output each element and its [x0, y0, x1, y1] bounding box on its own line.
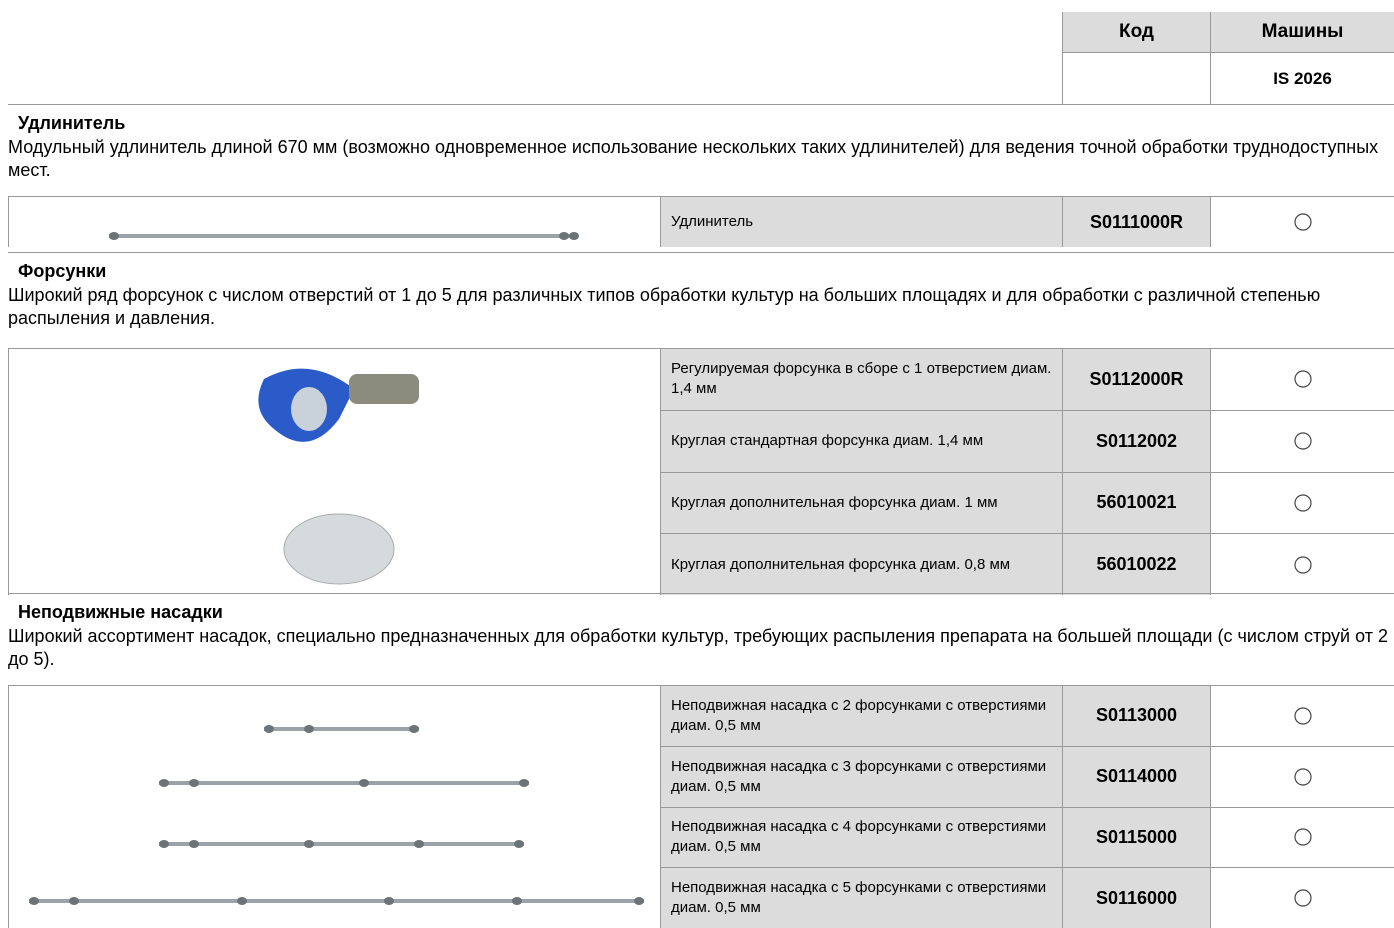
item-code: S0112000R — [1062, 348, 1210, 410]
availability-circle — [1293, 494, 1312, 512]
section-title: Удлинитель — [18, 113, 126, 133]
item-code: S0114000 — [1062, 745, 1210, 807]
image-cell — [8, 348, 660, 595]
header-machine: IS 2026 — [1210, 52, 1394, 104]
availability — [1210, 867, 1394, 928]
item-name: Неподвижная насадка с 4 форсунками с отв… — [660, 806, 1062, 868]
image-cell — [8, 685, 660, 928]
product-image — [109, 231, 579, 240]
section-top-border — [8, 593, 1394, 594]
section-title: Неподвижные насадки — [18, 602, 223, 622]
availability — [1210, 806, 1394, 868]
section-title: Форсунки — [18, 261, 107, 281]
item-code: S0116000 — [1062, 867, 1210, 928]
section-description: Широкий ассортимент насадок, специально … — [8, 626, 1388, 669]
item-code: S0111000R — [1062, 196, 1210, 247]
availability — [1210, 685, 1394, 746]
item-name: Регулируемая форсунка в сборе с 1 отверс… — [660, 348, 1062, 410]
section-top-border — [8, 252, 1394, 253]
item-code: S0115000 — [1062, 806, 1210, 868]
section-description: Широкий ряд форсунок с числом отверстий … — [8, 285, 1321, 328]
availability-circle — [1293, 889, 1312, 907]
section-description: Модульный удлинитель длиной 670 мм (возм… — [8, 137, 1379, 180]
availability-circle — [1293, 432, 1312, 450]
availability — [1210, 533, 1394, 595]
product-image — [258, 368, 419, 584]
availability-circle — [1293, 556, 1312, 574]
header-code: Код — [1062, 12, 1210, 52]
item-name: Круглая дополнительная форсунка диам. 1 … — [660, 471, 1062, 534]
header-empty — [1062, 52, 1210, 104]
item-code: S0113000 — [1062, 685, 1210, 746]
section-top-border — [8, 104, 1394, 105]
availability — [1210, 471, 1394, 534]
item-name: Неподвижная насадка с 3 форсунками с отв… — [660, 745, 1062, 807]
availability-circle — [1293, 828, 1312, 846]
item-name: Удлинитель — [660, 196, 1062, 247]
item-name: Неподвижная насадка с 2 форсунками с отв… — [660, 685, 1062, 746]
header-machines: Машины — [1210, 12, 1394, 52]
availability — [1210, 196, 1394, 247]
availability — [1210, 409, 1394, 472]
image-cell — [8, 196, 660, 247]
availability-circle — [1293, 768, 1312, 786]
item-name: Круглая дополнительная форсунка диам. 0,… — [660, 533, 1062, 595]
availability-circle — [1293, 213, 1312, 231]
item-name: Неподвижная насадка с 5 форсунками с отв… — [660, 867, 1062, 928]
item-code: S0112002 — [1062, 409, 1210, 472]
availability — [1210, 348, 1394, 410]
availability-circle — [1293, 370, 1312, 388]
item-name: Круглая стандартная форсунка диам. 1,4 м… — [660, 409, 1062, 472]
availability — [1210, 745, 1394, 807]
item-code: 56010021 — [1062, 471, 1210, 534]
availability-circle — [1293, 707, 1312, 725]
product-image — [29, 724, 644, 905]
item-code: 56010022 — [1062, 533, 1210, 595]
